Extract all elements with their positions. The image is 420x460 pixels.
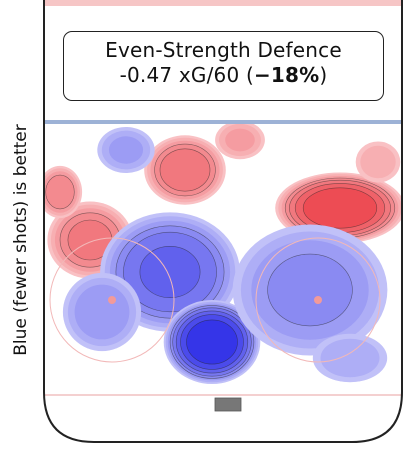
red-region-5 [215, 120, 265, 160]
faceoff-dot-left [108, 296, 116, 304]
y-axis-label-container: Blue (fewer shots) is better [6, 0, 36, 460]
contour-level-5 [159, 148, 211, 192]
goal-net [214, 397, 242, 412]
contour-level-2 [360, 145, 396, 179]
subtitle-metric: -0.47 xG/60 [119, 63, 240, 87]
contour-level-3 [74, 284, 130, 340]
blue-region-12 [312, 333, 388, 383]
y-axis-label: Blue (fewer shots) is better [11, 124, 31, 356]
contour-level-6 [139, 246, 201, 299]
red-region-4 [44, 165, 83, 219]
blue-region-9 [163, 300, 261, 384]
contour-level-3 [108, 136, 144, 164]
contour-level-3 [225, 128, 255, 152]
contour-level-4 [267, 253, 353, 327]
faceoff-dot-right [314, 296, 322, 304]
contour-level-4 [45, 174, 75, 210]
faceoff-circle-left [49, 237, 175, 363]
contour-layer [44, 120, 402, 384]
chart-subtitle: -0.47 xG/60 (−18%) [119, 63, 328, 87]
blue-region-10 [232, 224, 388, 356]
faceoff-circle-right [255, 237, 381, 363]
rink-boards [43, 0, 403, 443]
red-region-2 [144, 135, 226, 205]
subtitle-percent: −18% [253, 63, 320, 87]
blue-region-11 [62, 272, 142, 352]
chart-title: Even-Strength Defence [105, 38, 342, 62]
red-region-6 [355, 141, 401, 183]
contour-level-2 [320, 338, 380, 378]
blue-region-7 [97, 127, 155, 173]
contour-level-8 [186, 319, 238, 365]
contour-level-7 [302, 187, 378, 229]
top-edge-band [44, 0, 402, 6]
chart-title-box: Even-Strength Defence -0.47 xG/60 (−18%) [63, 31, 384, 101]
